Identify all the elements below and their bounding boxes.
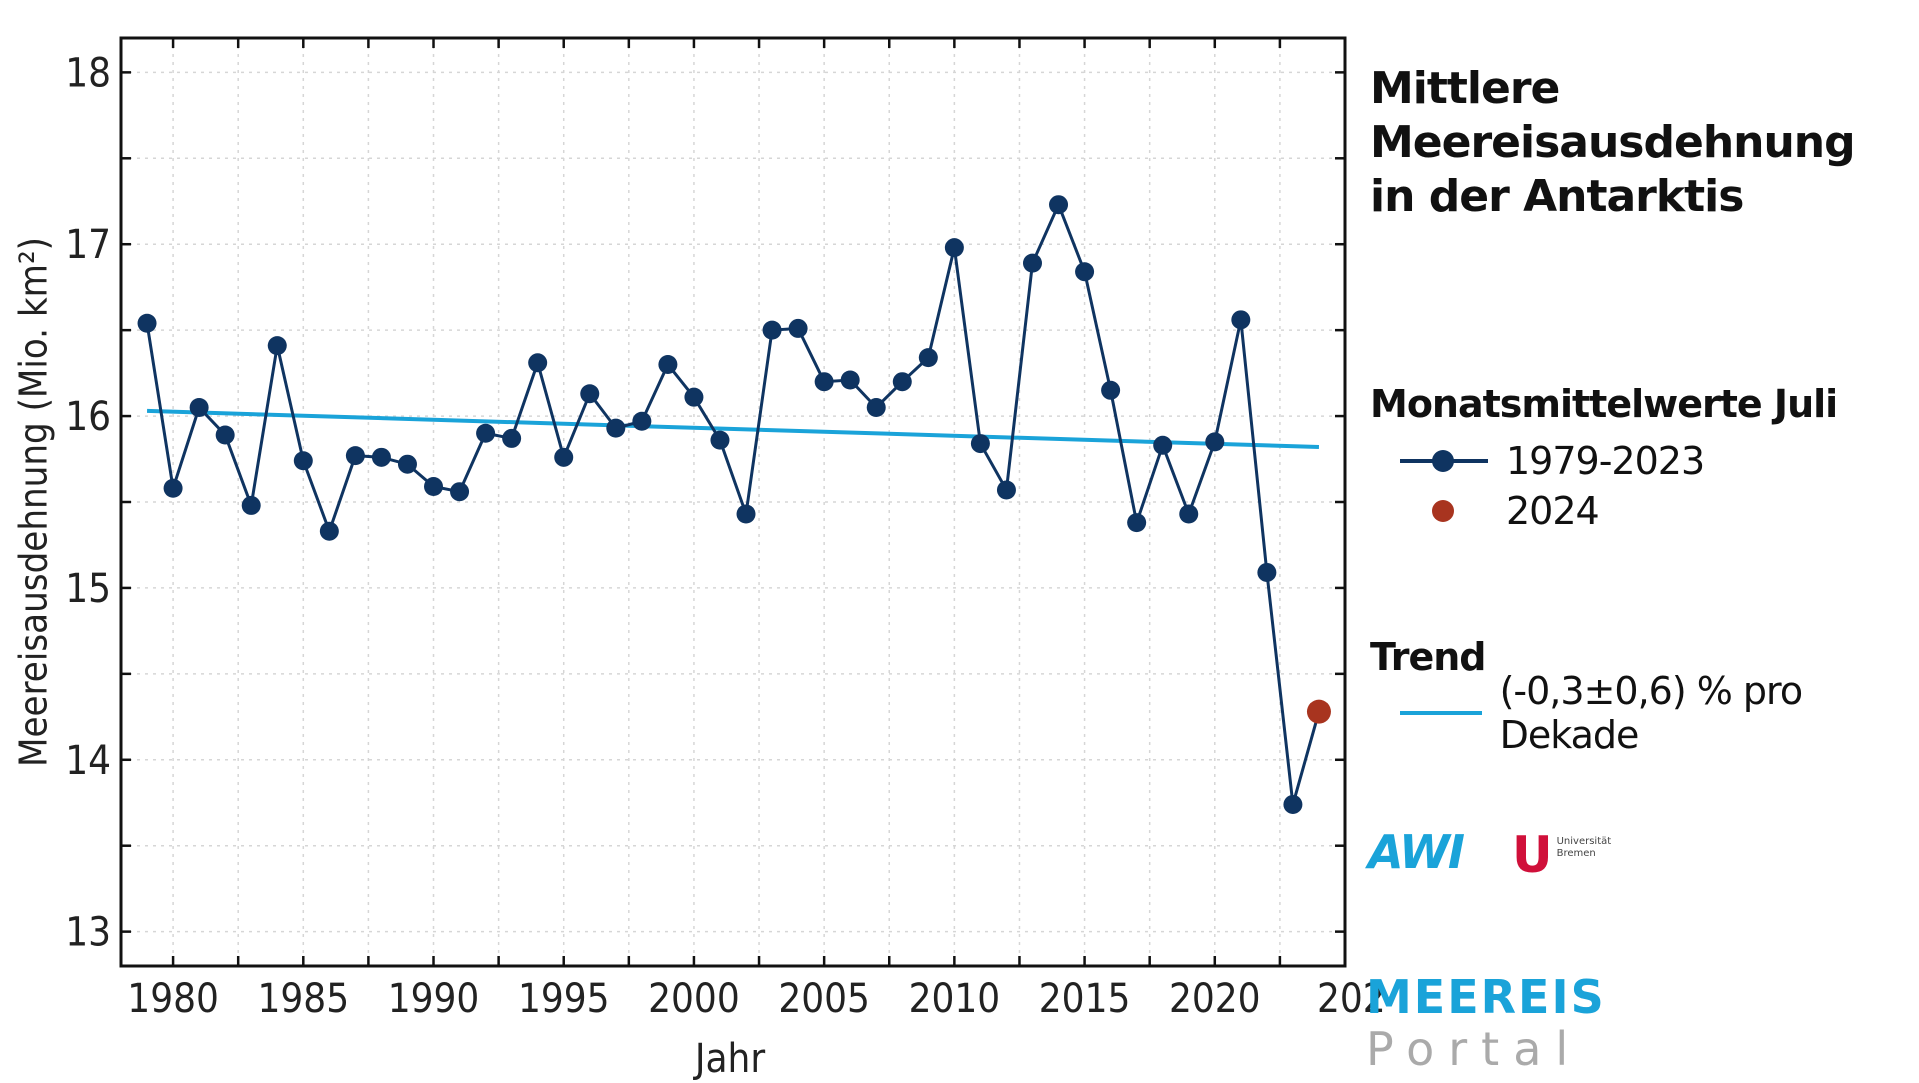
data-point (554, 447, 574, 467)
tick-marks (121, 38, 1345, 966)
data-point (1283, 794, 1303, 814)
tick-labels: 13 14 15 16 17 18 1980 1985 1990 1995 2000 2005 2010… (65, 50, 1385, 1022)
x-tick-label: 1995 (518, 976, 610, 1022)
data-point (450, 482, 470, 502)
data-point (345, 446, 365, 466)
x-tick-label: 202 (1317, 976, 1386, 1022)
data-point (1101, 380, 1121, 400)
x-tick-label: 1990 (388, 976, 480, 1022)
data-point (580, 384, 600, 404)
uni-bremen-text-2: Bremen (1556, 848, 1596, 859)
data-point (684, 387, 704, 407)
legend-trend-swatch (1400, 693, 1482, 733)
legend-series-label: 1979-2023 (1506, 439, 1705, 483)
data-point (970, 434, 990, 454)
data-point (788, 318, 808, 338)
legend-2024-label: 2024 (1506, 489, 1600, 533)
data-point (502, 428, 522, 448)
y-tick-label: 17 (65, 222, 111, 268)
series-layer (137, 195, 1331, 814)
data-point (1231, 310, 1251, 330)
x-tick-label: 2010 (909, 976, 1001, 1022)
x-tick-label: 1985 (258, 976, 350, 1022)
data-point (476, 423, 496, 443)
x-tick-label: 1980 (127, 976, 219, 1022)
data-point (1075, 262, 1095, 282)
data-point (528, 353, 548, 373)
data-point (996, 480, 1016, 500)
data-point (293, 451, 313, 471)
data-point (137, 313, 157, 333)
chart-title-line-1: Mittlere Meereisausdehnung (1370, 63, 1856, 168)
data-point (371, 447, 391, 467)
data-point (606, 418, 626, 438)
x-axis-label: Jahr (693, 1036, 765, 1082)
legend-item-2024: 2024 (1400, 486, 1600, 536)
data-point (241, 495, 261, 515)
data-point (189, 397, 209, 417)
data-point (215, 425, 235, 445)
data-point (1257, 562, 1277, 582)
x-tick-label: 2000 (648, 976, 740, 1022)
y-tick-label: 18 (65, 50, 111, 96)
data-point (840, 370, 860, 390)
y-tick-label: 15 (65, 566, 111, 612)
trend-layer (146, 408, 1320, 450)
y-tick-label: 16 (65, 394, 111, 440)
data-point (1127, 513, 1147, 533)
uni-bremen-logo: U Universität Bremen (1512, 830, 1611, 880)
data-point (1179, 504, 1199, 524)
legend-monthly-heading: Monatsmittelwerte Juli (1370, 382, 1838, 426)
data-point (632, 411, 652, 431)
data-point (267, 336, 287, 356)
data-point (658, 355, 678, 375)
uni-bremen-mark: U (1512, 826, 1553, 884)
data-point-2024 (1306, 699, 1331, 724)
legend-item-series: 1979-2023 (1400, 436, 1705, 486)
data-point (163, 478, 183, 498)
data-point (736, 504, 756, 524)
data-point (710, 430, 730, 450)
trend-line (146, 408, 1320, 450)
legend-item-trend: (-0,3±0,6) % pro Dekade (1400, 669, 1919, 757)
data-point (1205, 432, 1225, 452)
data-point (944, 238, 964, 258)
data-point (1022, 253, 1042, 273)
legend-trend-label: (-0,3±0,6) % pro Dekade (1499, 669, 1804, 757)
uni-bremen-text-1: Universität (1556, 836, 1612, 847)
meereisportal-logo-bottom: Portal (1366, 1022, 1583, 1076)
awi-logo: AWI (1368, 825, 1465, 879)
y-tick-label: 14 (65, 738, 111, 784)
meereisportal-logo-top: MEEREIS (1366, 970, 1606, 1024)
data-point (319, 521, 339, 541)
data-point (424, 477, 444, 497)
legend-trend-heading: Trend (1370, 635, 1487, 679)
x-tick-label: 2020 (1169, 976, 1261, 1022)
data-point (892, 372, 912, 392)
data-point (1153, 435, 1173, 455)
data-point (814, 372, 834, 392)
y-axis-label: Meereisausdehnung (Mio. km²) (12, 237, 56, 767)
data-point (866, 397, 886, 417)
data-point (762, 320, 782, 340)
chart-title-line-2: in der Antarktis (1370, 171, 1744, 222)
chart-title: Mittlere Meereisausdehnung in der Antark… (1370, 62, 1919, 224)
data-point (1049, 195, 1069, 215)
legend-2024-swatch (1400, 491, 1488, 531)
x-tick-label: 2015 (1039, 976, 1131, 1022)
data-point (397, 454, 417, 474)
y-tick-label: 13 (65, 910, 111, 956)
x-tick-label: 2005 (778, 976, 870, 1022)
grid (121, 38, 1345, 966)
series-line-1979-2023 (145, 200, 1321, 805)
data-point (918, 348, 938, 368)
legend-series-swatch (1400, 441, 1488, 481)
